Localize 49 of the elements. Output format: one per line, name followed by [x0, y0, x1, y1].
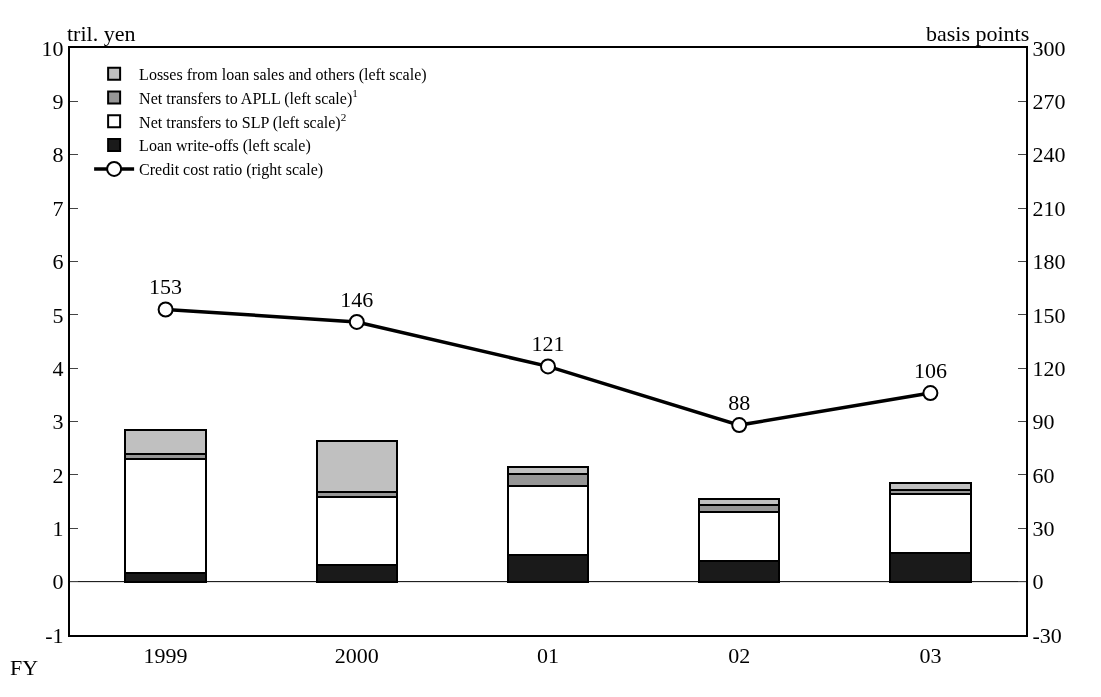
y2-tick-label: 180: [1032, 249, 1066, 275]
data-label: 121: [531, 331, 565, 357]
x-tick-label: 01: [537, 643, 559, 669]
text: FY: [10, 655, 39, 680]
y-tick-label: 10: [41, 35, 64, 61]
y-tick-label: 2: [52, 462, 64, 488]
y-tick-label: 6: [52, 249, 64, 275]
point: [731, 417, 748, 434]
legend-label: Net transfers to SLP (left scale)$^{2}$: [139, 110, 347, 132]
y-tick-label: -1: [45, 622, 64, 648]
legend-label: Loan write-offs (left scale): [139, 137, 311, 156]
x-tick-label: 1999: [143, 643, 188, 669]
point: [922, 385, 939, 402]
y-tick-label: 3: [52, 409, 64, 435]
point: [157, 301, 174, 318]
data-label: 153: [149, 274, 183, 300]
y-tick-label: 0: [52, 569, 64, 595]
y2-tick-label: 210: [1032, 195, 1066, 221]
y2-tick-label: 90: [1032, 409, 1055, 435]
data-label: 106: [913, 357, 947, 383]
bar: [889, 482, 972, 492]
point: [540, 358, 556, 375]
legend-label: Credit cost ratio (right scale): [139, 161, 324, 180]
point: [348, 313, 365, 330]
legend-label: Net transfers to APLL (left scale)$^{1}$: [139, 87, 358, 108]
y2-tick-label: 30: [1032, 515, 1055, 541]
x-tick-label: 02: [728, 643, 751, 669]
y-tick-label: 5: [52, 302, 64, 328]
y2-tick-label: 0: [1032, 569, 1044, 595]
y2-axis-title: basis points: [926, 21, 1030, 46]
y-tick-label: 4: [52, 355, 64, 381]
y2-tick-label: 120: [1032, 355, 1066, 381]
y2-tick-label: 150: [1032, 302, 1066, 328]
y-axis-title: tril. yen: [67, 21, 136, 46]
y-tick-label: 1: [52, 515, 64, 541]
y2-tick-label: 270: [1032, 89, 1066, 115]
y2-tick-label: 240: [1032, 142, 1066, 168]
x-tick-label: 2000: [334, 643, 379, 669]
y2-tick-label: 300: [1032, 35, 1066, 61]
y2-tick-label: -30: [1032, 622, 1062, 648]
y-tick-label: 7: [52, 195, 64, 221]
legend-label: Losses from loan sales and others (left scale): [139, 65, 427, 84]
data-label: 88: [728, 389, 751, 415]
y-tick-label: 9: [52, 89, 64, 115]
x-tick-label: 03: [919, 643, 942, 669]
data-label: 146: [340, 286, 374, 312]
y2-tick-label: 60: [1032, 462, 1055, 488]
bar: [124, 429, 207, 456]
y-tick-label: 8: [52, 142, 64, 168]
